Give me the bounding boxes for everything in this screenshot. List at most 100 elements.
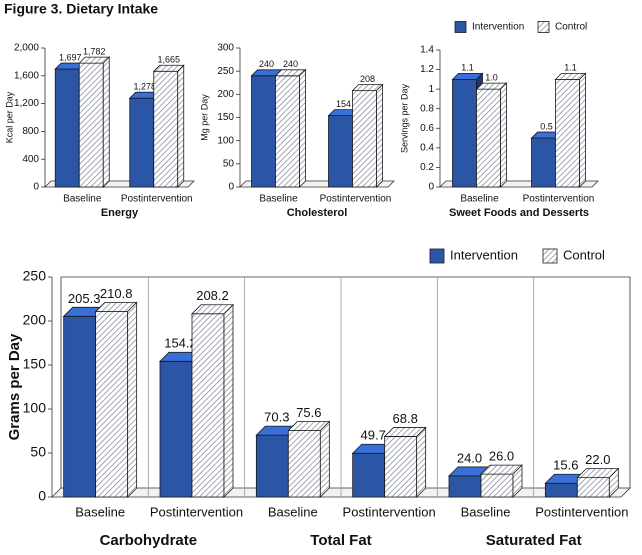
group-label: Saturated Fat (486, 532, 582, 549)
x-axis-label: Energy (101, 207, 139, 219)
bar-side (223, 303, 234, 498)
x-tick-label: Postintervention (535, 504, 628, 519)
y-tick-label: 2,000 (14, 43, 39, 54)
y-axis-label: Grams per Day (6, 333, 23, 440)
y-tick-label: 300 (217, 43, 234, 54)
bar-front (328, 115, 353, 188)
bar-side (500, 82, 507, 188)
y-tick-label: 1 (428, 84, 434, 95)
x-tick-label: Postintervention (320, 194, 392, 205)
value-label: 1.1 (461, 63, 474, 73)
y-tick-label: 0 (38, 488, 46, 504)
value-label: 1.0 (485, 73, 498, 83)
y-tick-label: 200 (217, 89, 234, 100)
y-axis-label: Kcal per Day (4, 91, 14, 143)
x-tick-label: Baseline (268, 504, 318, 519)
bar-front (384, 436, 418, 498)
bar-front (352, 90, 377, 188)
y-tick-label: 1,600 (14, 70, 39, 81)
value-label: 1,665 (157, 55, 180, 65)
value-label: 240 (259, 59, 274, 69)
bar (554, 72, 587, 188)
bar-front (287, 430, 321, 498)
bar (351, 443, 395, 498)
bar-side (127, 301, 138, 498)
value-label: 208.2 (196, 288, 229, 303)
bar (78, 56, 111, 188)
bar-front (480, 473, 514, 498)
x-tick-label: Baseline (460, 194, 499, 205)
bar-front (255, 434, 289, 498)
bar (274, 68, 307, 188)
x-tick-label: Postintervention (150, 504, 243, 519)
value-label: 68.8 (393, 411, 418, 426)
bar-side (319, 420, 330, 498)
y-tick-label: 150 (217, 112, 234, 123)
y-tick-label: 0 (228, 182, 234, 193)
bar-front (251, 75, 276, 188)
y-tick-label: 0 (428, 182, 434, 193)
y-axis-label: Mg per Day (199, 94, 209, 141)
legend-label: Control (555, 22, 587, 33)
value-label: 0.5 (540, 121, 553, 131)
value-label: 208 (360, 74, 375, 84)
y-tick-label: 150 (23, 356, 47, 372)
legend-label: Intervention (450, 247, 518, 262)
value-label: 24.0 (457, 450, 482, 465)
bar-front (352, 452, 386, 498)
y-tick-label: 1.2 (420, 64, 434, 75)
bar-front (78, 62, 104, 188)
value-label: 75.6 (296, 405, 321, 420)
figure-title: Figure 3. Dietary Intake (4, 1, 158, 17)
bar (94, 301, 138, 498)
value-label: 22.0 (585, 452, 610, 467)
bar (480, 464, 523, 498)
legend-swatch (542, 248, 558, 264)
value-label: 1,697 (59, 52, 82, 62)
y-tick-label: 400 (22, 154, 39, 165)
y-tick-label: 0.6 (420, 123, 434, 134)
x-tick-label: Postintervention (121, 194, 193, 205)
bar-front (63, 315, 97, 498)
value-label: 15.6 (553, 458, 578, 473)
y-tick-label: 0.4 (420, 142, 434, 153)
value-label: 49.7 (361, 428, 386, 443)
bar (287, 420, 331, 498)
bar (191, 303, 234, 498)
bar-side (299, 68, 306, 188)
bar-front (476, 88, 501, 188)
y-tick-label: 200 (23, 312, 47, 328)
group-label: Carbohydrate (100, 532, 198, 549)
plot-back-wall (60, 276, 631, 488)
y-tick-label: 0.2 (420, 162, 434, 173)
x-tick-label: Baseline (75, 504, 125, 519)
y-axis-label: Servings per Day (399, 83, 409, 153)
bar-front (159, 360, 193, 498)
bar-front (448, 475, 482, 498)
bar-front (191, 313, 225, 498)
y-tick-label: 100 (23, 400, 47, 416)
bar-side (579, 72, 586, 188)
bar-side (608, 467, 619, 498)
bar-side (416, 426, 427, 498)
bar-side (512, 464, 523, 498)
bar-front (531, 137, 556, 188)
value-label: 210.8 (100, 286, 133, 301)
y-tick-label: 1.4 (420, 45, 434, 56)
bar-side (376, 83, 383, 188)
bar-side (102, 56, 110, 188)
bar (152, 64, 185, 188)
bar (576, 467, 620, 498)
bar-front (452, 78, 477, 188)
y-tick-label: 250 (23, 268, 47, 284)
bar (351, 83, 384, 188)
bar-front (576, 477, 610, 498)
bar-front (544, 482, 578, 498)
bar-front (275, 75, 300, 188)
y-tick-label: 1,200 (14, 98, 39, 109)
x-axis-label: Cholesterol (287, 207, 348, 219)
y-tick-label: 250 (217, 66, 234, 77)
x-axis-label: Sweet Foods and Desserts (449, 207, 589, 219)
bar-front (129, 97, 155, 188)
